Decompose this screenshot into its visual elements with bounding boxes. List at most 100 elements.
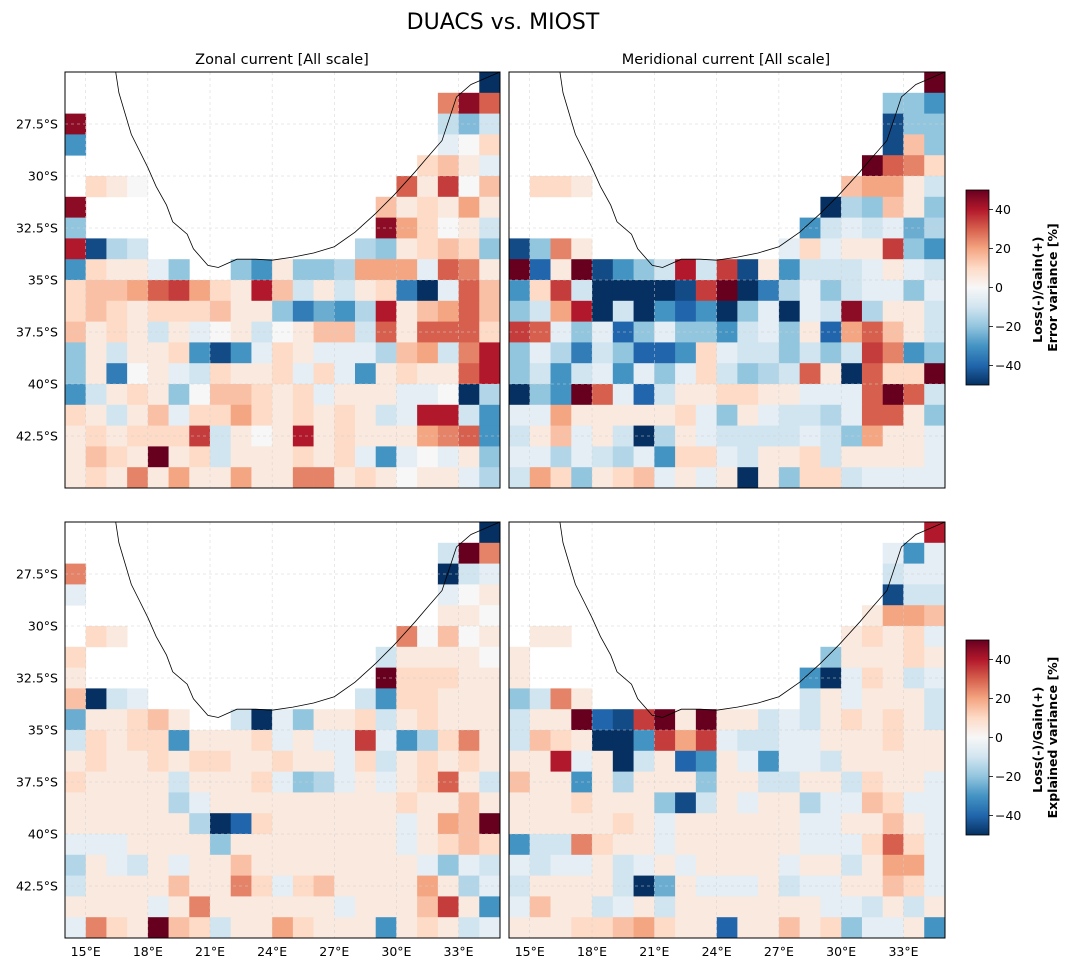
heatmap-cell — [210, 875, 232, 897]
heatmap-cell — [479, 667, 500, 689]
heatmap-cell — [882, 280, 904, 302]
heatmap-cell — [251, 750, 273, 772]
heatmap-cell — [375, 792, 397, 814]
heatmap-cell — [509, 730, 531, 752]
heatmap-cell — [65, 834, 87, 856]
colorbar-label: Loss(-)/Gain(+) Explained variance [%] — [1030, 657, 1060, 819]
heatmap-cell — [479, 196, 500, 218]
heatmap-cell — [417, 404, 439, 426]
heatmap-cell — [820, 688, 842, 710]
heatmap-cell — [251, 363, 273, 385]
heatmap-cell — [592, 771, 614, 793]
heatmap-cell — [841, 238, 863, 260]
heatmap-cell — [778, 363, 801, 385]
heatmap-cell — [210, 363, 232, 385]
colorbar-ticks: 40 20 0 −20 −40 — [989, 202, 1021, 373]
heatmap-cell — [396, 917, 418, 938]
heatmap-cell — [529, 730, 551, 752]
colorbar-tick-label: 40 — [995, 652, 1011, 667]
heatmap-cell — [509, 771, 531, 793]
heatmap-cell — [529, 750, 551, 772]
heatmap-cell — [147, 709, 169, 731]
heatmap-cell — [861, 446, 884, 468]
heatmap-cell — [550, 750, 572, 772]
heatmap-cell — [147, 730, 169, 752]
heatmap-cell — [334, 709, 356, 731]
heatmap-cell — [106, 813, 128, 835]
heatmap-cell — [550, 813, 572, 835]
heatmap-cell — [375, 425, 397, 447]
heatmap-cell — [396, 688, 418, 710]
heatmap-cell — [65, 217, 87, 239]
heatmap-cell — [737, 813, 759, 835]
heatmap-cell — [612, 750, 634, 772]
heatmap-cell — [396, 363, 418, 385]
heatmap-cell — [458, 404, 480, 426]
heatmap-cell — [716, 280, 738, 302]
heatmap-cell — [251, 771, 273, 793]
lat-tick-label: 37.5°S — [16, 775, 58, 790]
heatmap-cell — [106, 771, 128, 793]
heatmap-cell — [479, 425, 500, 447]
heatmap-cell — [417, 854, 439, 876]
heatmap-cell — [716, 750, 738, 772]
heatmap-cell — [417, 730, 439, 752]
heatmap-cell — [571, 363, 593, 385]
heatmap-cell — [841, 404, 863, 426]
lat-tick-label: 27.5°S — [16, 567, 58, 582]
heatmap-cell — [841, 196, 863, 218]
heatmap-cell — [417, 196, 439, 218]
heatmap-cell — [861, 646, 884, 668]
heatmap-cell — [106, 446, 128, 468]
heatmap-cell — [375, 280, 397, 302]
heatmap-cell — [571, 467, 593, 488]
colorbar-error: 40 20 0 −20 −40 Loss(-)/Gain(+) Error varian… — [965, 189, 1060, 386]
heatmap-cell — [841, 626, 863, 648]
heatmap-cell — [147, 896, 169, 918]
heatmap-cell — [737, 750, 759, 772]
heatmap-cell — [479, 384, 500, 406]
heatmap-cell — [612, 834, 634, 856]
heatmap-cell — [313, 300, 335, 322]
heatmap-cell — [417, 792, 439, 814]
heatmap-cell — [106, 917, 128, 938]
heatmap-cell — [292, 771, 314, 793]
heatmap-cell — [292, 404, 314, 426]
heatmap-cell — [396, 321, 418, 343]
heatmap-cell — [479, 522, 500, 544]
heatmap-cell — [654, 446, 676, 468]
heatmap-cell — [716, 854, 738, 876]
heatmap-cell — [292, 425, 314, 447]
heatmap-cell — [695, 875, 718, 897]
heatmap-cell — [375, 834, 397, 856]
heatmap-cell — [529, 688, 551, 710]
heatmap-cell — [612, 730, 634, 752]
heatmap-cell — [861, 854, 884, 876]
heatmap-cell — [758, 342, 780, 364]
heatmap-cell — [820, 259, 842, 281]
heatmap-cell — [861, 196, 884, 218]
colorbar-tick-label: −40 — [995, 358, 1021, 373]
heatmap-cell — [437, 688, 459, 710]
heatmap-cell — [675, 709, 697, 731]
heatmap-cell — [758, 730, 780, 752]
heatmap-cell — [820, 238, 842, 260]
heatmap-cell — [882, 196, 904, 218]
heatmap-cell — [882, 813, 904, 835]
heatmap-cell — [479, 300, 500, 322]
heatmap-cell — [612, 709, 634, 731]
heatmap-cell — [417, 646, 439, 668]
heatmap-cell — [437, 646, 459, 668]
heatmap-cell — [355, 730, 377, 752]
heatmap-cell — [903, 321, 925, 343]
heatmap-cell — [509, 709, 531, 731]
heatmap-cell — [251, 404, 273, 426]
heatmap-cell — [550, 917, 572, 938]
heatmap-cell — [737, 875, 759, 897]
heatmap-cell — [592, 259, 614, 281]
heatmap-cell — [882, 896, 904, 918]
heatmap-cell — [695, 917, 718, 938]
heatmap-cell — [737, 446, 759, 468]
heatmap-cell — [758, 259, 780, 281]
heatmap-cell — [509, 300, 531, 322]
